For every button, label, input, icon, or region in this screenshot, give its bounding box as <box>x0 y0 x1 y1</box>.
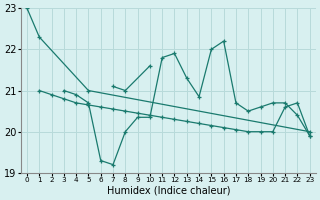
X-axis label: Humidex (Indice chaleur): Humidex (Indice chaleur) <box>107 186 230 196</box>
